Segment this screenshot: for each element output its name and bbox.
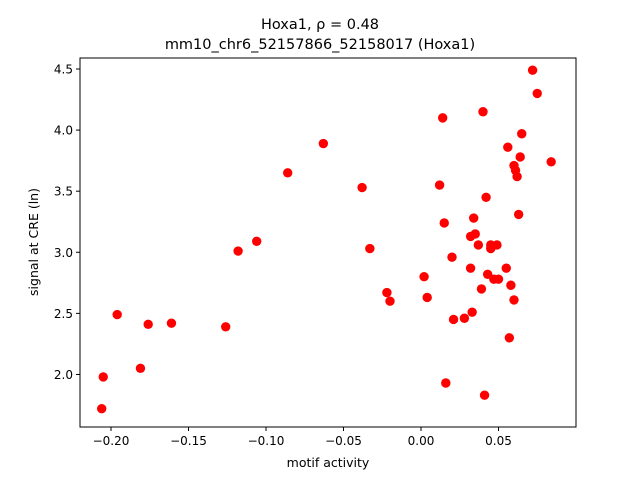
y-axis-ticks: 2.0 2.5 3.0 3.5 4.0 4.5 — [54, 62, 80, 382]
data-point — [506, 280, 516, 290]
data-point — [479, 390, 490, 400]
x-tick-label: −0.10 — [248, 434, 285, 448]
data-point — [448, 314, 459, 325]
x-tick-label: 0.05 — [485, 434, 512, 448]
x-axis-ticks: −0.20 −0.15 −0.10 −0.05 0.00 0.05 — [93, 427, 512, 448]
data-point — [481, 192, 491, 202]
data-point — [382, 287, 392, 298]
data-point — [97, 403, 107, 414]
data-point — [459, 313, 470, 323]
data-point — [438, 113, 448, 123]
data-point — [318, 138, 329, 149]
data-point — [252, 236, 262, 246]
chart-subtitle: mm10_chr6_52157866_52158017 (Hoxa1) — [165, 37, 475, 53]
data-point — [492, 240, 502, 250]
y-tick-label: 3.5 — [54, 185, 73, 199]
data-point — [135, 363, 146, 374]
data-point — [512, 171, 522, 182]
x-tick-label: −0.20 — [93, 434, 130, 448]
data-point — [504, 333, 515, 343]
y-tick-label: 2.5 — [54, 307, 73, 321]
data-point — [532, 88, 542, 99]
y-tick-label: 4.5 — [54, 62, 73, 76]
data-point — [422, 292, 432, 303]
plot-frame — [79, 57, 577, 428]
data-point — [469, 213, 479, 223]
data-points — [97, 65, 556, 414]
data-point — [501, 263, 511, 273]
data-point — [439, 218, 449, 228]
data-point — [166, 318, 177, 328]
data-point — [515, 152, 525, 162]
y-tick-label: 2.0 — [54, 368, 73, 382]
x-axis-label: motif activity — [287, 455, 370, 470]
data-point — [513, 209, 524, 220]
data-point — [233, 246, 243, 256]
data-point — [385, 296, 395, 306]
y-tick-label: 4.0 — [54, 124, 73, 138]
data-point — [419, 272, 429, 282]
data-point — [467, 307, 477, 317]
data-point — [447, 252, 457, 262]
y-axis-label: signal at CRE (ln) — [26, 188, 41, 296]
x-tick-label: 0.00 — [408, 434, 435, 448]
data-point — [221, 322, 231, 332]
data-point — [509, 295, 519, 305]
data-point — [441, 378, 451, 388]
data-point — [365, 243, 375, 254]
data-point — [465, 263, 476, 273]
data-point — [283, 168, 293, 178]
data-point — [357, 182, 367, 193]
data-point — [527, 65, 538, 75]
data-point — [517, 129, 527, 139]
data-point — [112, 309, 122, 320]
data-point — [493, 274, 504, 284]
data-point — [546, 157, 556, 167]
data-point — [98, 372, 108, 382]
data-point — [434, 180, 445, 190]
chart-title: Hoxa1, ρ = 0.48 — [261, 17, 379, 33]
data-point — [476, 284, 487, 294]
x-tick-label: −0.05 — [325, 434, 362, 448]
data-point — [473, 240, 484, 250]
x-tick-label: −0.15 — [170, 434, 207, 448]
y-tick-label: 3.0 — [54, 246, 73, 260]
data-point — [478, 107, 488, 117]
data-point — [503, 142, 513, 152]
data-point — [143, 319, 153, 330]
data-point — [470, 229, 480, 239]
